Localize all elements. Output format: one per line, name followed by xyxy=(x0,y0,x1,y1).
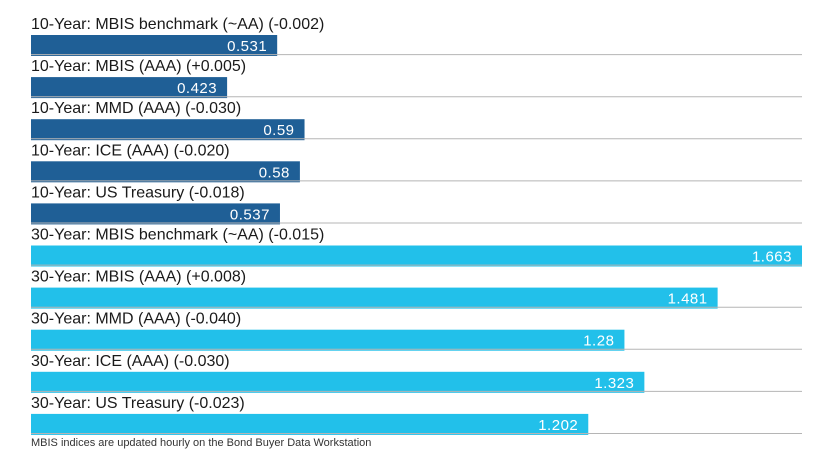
footnote: MBIS indices are updated hourly on the B… xyxy=(31,437,372,449)
bar-value-label: 1.323 xyxy=(594,375,634,392)
row-label: 30-Year: MMD (AAA) (-0.040) xyxy=(31,311,241,328)
bar-value-label: 1.663 xyxy=(752,249,792,266)
row-label: 30-Year: ICE (AAA) (-0.030) xyxy=(31,353,230,370)
bar xyxy=(31,77,228,99)
bar-value-label: 0.531 xyxy=(227,38,267,55)
bar-value-label: 1.28 xyxy=(583,333,614,350)
bar-value-label: 0.58 xyxy=(259,164,290,181)
row-label: 30-Year: MBIS (AAA) (+0.008) xyxy=(31,269,246,286)
bar xyxy=(31,329,625,351)
row-label: 10-Year: US Treasury (-0.018) xyxy=(31,184,245,201)
row-label: 30-Year: US Treasury (-0.023) xyxy=(31,395,245,412)
bar xyxy=(31,161,300,183)
bar-value-label: 0.537 xyxy=(230,206,270,223)
row-label: 10-Year: MBIS (AAA) (+0.005) xyxy=(31,58,246,75)
bar xyxy=(31,245,802,267)
row-label: 10-Year: ICE (AAA) (-0.020) xyxy=(31,142,230,159)
bar-value-label: 1.202 xyxy=(538,417,578,434)
bar-value-label: 1.481 xyxy=(668,291,708,308)
bar xyxy=(31,287,718,309)
bar xyxy=(31,35,278,56)
bar xyxy=(31,371,645,393)
row-label: 10-Year: MMD (AAA) (-0.030) xyxy=(31,100,241,117)
bar xyxy=(31,119,305,141)
bar xyxy=(31,203,280,225)
bar-value-label: 0.59 xyxy=(263,122,294,139)
bar xyxy=(31,413,589,435)
row-label: 30-Year: MBIS benchmark (~AA) (-0.015) xyxy=(31,227,324,244)
bar-value-label: 0.423 xyxy=(177,80,217,97)
row-label: 10-Year: MBIS benchmark (~AA) (-0.002) xyxy=(31,16,324,33)
